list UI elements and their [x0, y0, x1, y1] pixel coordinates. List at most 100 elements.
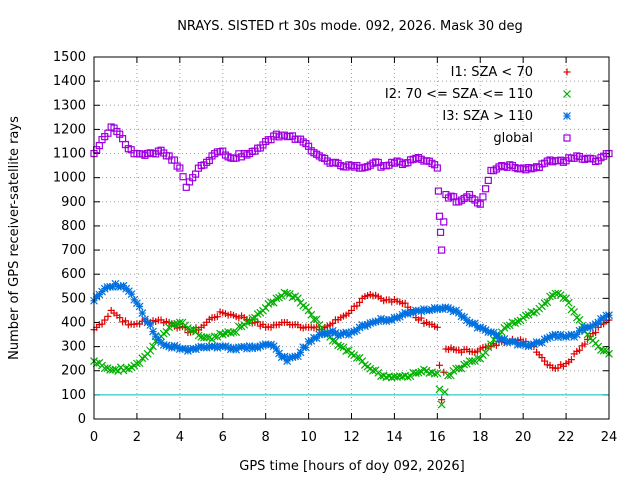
- series-2-point: [390, 313, 399, 322]
- series-0-point: [433, 323, 441, 331]
- series-3-point: [541, 159, 549, 167]
- series-1-point: [401, 371, 410, 380]
- x-ticks: 0 2 4 6 8 10 12 14 16 18 20 22 24: [90, 57, 617, 445]
- series-1-marker: [342, 347, 351, 355]
- series-1-marker: [414, 368, 423, 377]
- series-0-point: [229, 311, 237, 319]
- series-1-point: [143, 349, 152, 358]
- series-0-point: [154, 316, 162, 324]
- series-3-point: [208, 152, 216, 160]
- series-1-point: [293, 294, 302, 303]
- series-3-point: [197, 162, 205, 170]
- series-0-point: [101, 316, 109, 324]
- series-2-point: [122, 284, 131, 293]
- y-tick-label: 0: [78, 412, 86, 427]
- series-2-point: [326, 328, 334, 337]
- series-1-marker: [352, 353, 361, 362]
- series-2-point: [562, 333, 571, 341]
- series-1-point: [251, 313, 259, 322]
- series-1-point: [540, 299, 549, 308]
- series-0-marker: [104, 312, 112, 320]
- series-0-marker: [592, 328, 600, 336]
- series-0-point: [251, 318, 259, 326]
- series-3-marker: [179, 173, 187, 181]
- series-2-point: [143, 318, 152, 327]
- series-3-point: [438, 246, 446, 254]
- series-2-point: [508, 337, 517, 346]
- series-2-point: [379, 316, 388, 324]
- series-3-point: [487, 166, 495, 175]
- series-3-point: [262, 137, 270, 146]
- legend-label: global: [493, 131, 533, 146]
- series-2-point: [369, 318, 377, 327]
- series-1-point: [358, 357, 367, 366]
- series-1-point: [208, 335, 216, 344]
- series-0-point: [348, 306, 355, 314]
- y-ticks: 0 100 200 300 400 500 600 700 800 900 1000 1100 1200…: [53, 50, 609, 427]
- series-1-point: [529, 308, 538, 317]
- series-1-point: [197, 333, 206, 341]
- x-tick-label: 20: [515, 430, 532, 445]
- series-1-point: [487, 340, 495, 349]
- series-3-point: [369, 159, 377, 167]
- series-3-point: [435, 212, 444, 220]
- x-tick-label: 14: [386, 430, 403, 445]
- series-3-point: [133, 149, 141, 158]
- series-0-point: [380, 297, 388, 305]
- series-3-point: [294, 135, 302, 143]
- series-1-marker: [440, 388, 449, 396]
- series-3-point: [272, 130, 280, 138]
- series-2-point: [572, 330, 581, 339]
- series-3-point: [498, 162, 506, 170]
- series-1-marker: [135, 359, 144, 368]
- legend-marker-2: [563, 112, 571, 120]
- series-3-point: [401, 159, 409, 167]
- series-1-point: [122, 364, 131, 373]
- series-1-point: [100, 364, 109, 373]
- y-tick-label: 200: [61, 364, 86, 379]
- series-3-point: [455, 198, 463, 206]
- series-2-point: [272, 345, 281, 353]
- series-3-point: [326, 159, 334, 167]
- series-2-point: [175, 345, 184, 353]
- series-2-point: [465, 318, 474, 327]
- series-0-point: [390, 296, 398, 304]
- series-2-point: [487, 328, 495, 337]
- series-0-point: [294, 321, 302, 329]
- series-0-marker: [440, 368, 448, 376]
- series-0-point: [219, 309, 227, 317]
- series-2-point: [304, 337, 313, 346]
- series-3-point: [551, 157, 559, 165]
- series-0-point: [541, 357, 549, 365]
- series-1-marker: [162, 328, 171, 336]
- series-2-point: [529, 340, 538, 349]
- y-tick-label: 1500: [53, 50, 86, 65]
- series-1-marker: [599, 346, 608, 355]
- series-1-point: [444, 371, 452, 380]
- series-0-point: [438, 396, 446, 404]
- series-1-marker: [543, 298, 552, 307]
- series-1-point: [379, 371, 388, 380]
- x-tick-label: 6: [219, 430, 227, 445]
- series-0-point: [358, 294, 366, 302]
- series-1-marker: [307, 310, 316, 319]
- series-1-point: [315, 320, 324, 329]
- series-0-point: [283, 318, 291, 326]
- series-3-point: [154, 147, 162, 155]
- series-0-point: [305, 323, 313, 331]
- series-0-marker: [353, 302, 361, 310]
- series-2-point: [433, 305, 442, 314]
- series-2-point: [261, 340, 270, 349]
- series-3-point: [116, 130, 124, 138]
- series-3-point: [182, 183, 190, 191]
- series-1-point: [508, 318, 517, 327]
- series-3-point: [315, 152, 323, 160]
- series-1-point: [562, 294, 571, 303]
- x-axis-label: GPS time [hours of doy 092, 2026]: [239, 459, 464, 474]
- series-1-point: [437, 400, 446, 409]
- series-2-point: [519, 340, 528, 349]
- series-1-point: [165, 323, 174, 332]
- legend-marker-0: [563, 68, 571, 76]
- legend-label: I2: 70 <= SZA <= 110: [385, 87, 533, 102]
- series-2-point: [111, 279, 120, 288]
